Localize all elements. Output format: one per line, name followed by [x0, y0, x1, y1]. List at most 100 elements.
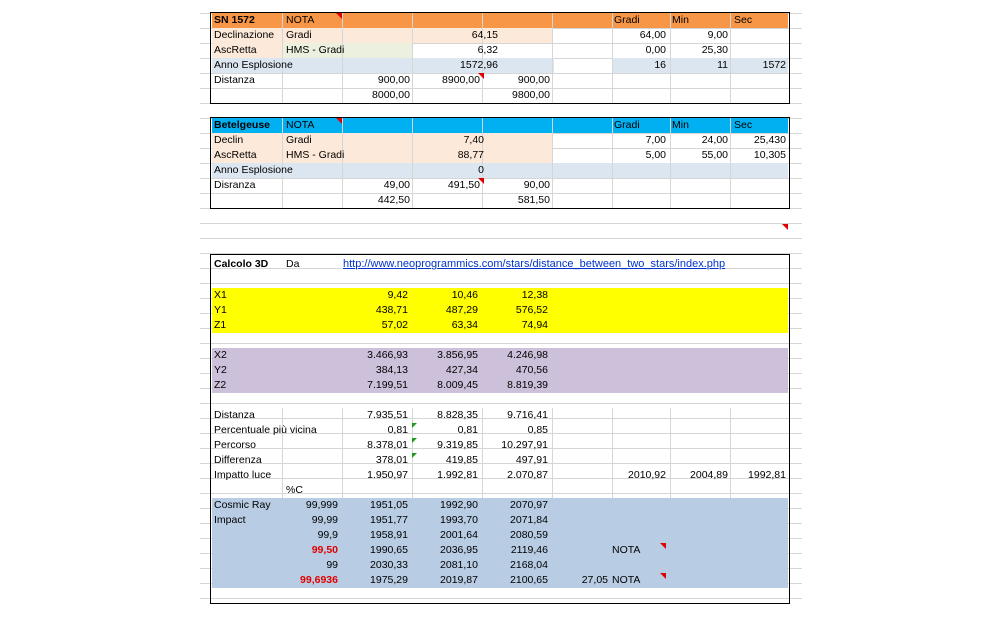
col-header-sec[interactable]: Sec	[734, 14, 753, 26]
coord-value[interactable]: 12,38	[521, 289, 548, 301]
row-label[interactable]: Declin	[214, 134, 244, 146]
result-value[interactable]: 2.070,87	[507, 469, 548, 481]
cosmic-label[interactable]: Cosmic Ray	[214, 499, 271, 511]
row-label[interactable]: AscRetta	[214, 44, 257, 56]
result-value[interactable]: 419,85	[445, 454, 478, 466]
row-label[interactable]: Anno Esplosione	[214, 59, 293, 71]
value-cell[interactable]: 900,00	[377, 74, 410, 86]
result-value[interactable]: 0,85	[527, 424, 548, 436]
row-label[interactable]: Distanza	[214, 74, 255, 86]
value-cell[interactable]: 0	[478, 164, 484, 176]
result-label[interactable]: Differenza	[214, 454, 262, 466]
row-label[interactable]: AscRetta	[214, 149, 257, 161]
coord-value[interactable]: 7.199,51	[367, 379, 408, 391]
value-cell[interactable]: 64,15	[471, 29, 498, 41]
gradi-cell[interactable]: 16	[654, 59, 666, 71]
comment-indicator-icon[interactable]	[478, 73, 484, 79]
percent-cell[interactable]: 99,50	[311, 544, 338, 556]
cosmic-value[interactable]: 2080,59	[510, 529, 548, 541]
result-extra[interactable]: 2004,89	[690, 469, 728, 481]
coord-value[interactable]: 57,02	[381, 319, 408, 331]
result-value[interactable]: 8.828,35	[437, 409, 478, 421]
cosmic-value[interactable]: 1951,05	[370, 499, 408, 511]
comment-indicator-icon[interactable]	[660, 573, 666, 579]
cosmic-value[interactable]: 2119,46	[510, 544, 548, 556]
result-label[interactable]: Percorso	[214, 439, 257, 451]
col-header-gradi[interactable]: Gradi	[614, 14, 640, 26]
result-value[interactable]: 9.716,41	[507, 409, 548, 421]
result-extra[interactable]: 2010,92	[628, 469, 666, 481]
result-value[interactable]: 10.297,91	[501, 439, 548, 451]
cosmic-value[interactable]: 1993,70	[440, 514, 478, 526]
da-label[interactable]: Da	[286, 258, 300, 270]
cosmic-value[interactable]: 2081,10	[440, 559, 478, 571]
gradi-cell[interactable]: 5,00	[645, 149, 666, 161]
result-value[interactable]: 0,81	[457, 424, 478, 436]
result-value[interactable]: 8.378,01	[367, 439, 408, 451]
coord-value[interactable]: 438,71	[375, 304, 408, 316]
cosmic-value[interactable]: 2100,65	[510, 574, 548, 586]
nota-label[interactable]: NOTA	[286, 119, 315, 131]
percent-cell[interactable]: 99,6936	[300, 574, 338, 586]
cosmic-value[interactable]: 1951,77	[370, 514, 408, 526]
cosmic-value[interactable]: 2019,87	[440, 574, 478, 586]
value-cell[interactable]: 900,00	[517, 74, 550, 86]
cosmic-value[interactable]: 2071,84	[510, 514, 548, 526]
result-value[interactable]: 497,91	[515, 454, 548, 466]
coord-value[interactable]: 8.819,39	[507, 379, 548, 391]
value-cell[interactable]: 6,32	[477, 44, 498, 56]
coord-value[interactable]: 427,34	[445, 364, 478, 376]
sec-cell[interactable]: 10,305	[753, 149, 786, 161]
value-cell[interactable]: 9800,00	[512, 89, 550, 101]
spreadsheet[interactable]: SN 1572 NOTA Gradi Min Sec Declinazione Gradi 6…	[200, 0, 802, 618]
comment-indicator-icon[interactable]	[782, 224, 788, 230]
col-header-min[interactable]: Min	[672, 14, 689, 26]
nota-label[interactable]: NOTA	[612, 574, 641, 586]
value-cell[interactable]: 491,50	[447, 179, 480, 191]
star-name[interactable]: Betelgeuse	[214, 119, 271, 131]
formula-warning-icon[interactable]	[412, 453, 417, 458]
col-header-gradi[interactable]: Gradi	[614, 119, 640, 131]
value-cell[interactable]: 8000,00	[372, 89, 410, 101]
comment-indicator-icon[interactable]	[478, 178, 484, 184]
coord-label[interactable]: Z2	[214, 379, 227, 391]
coord-value[interactable]: 384,13	[375, 364, 408, 376]
coord-label[interactable]: Z1	[214, 319, 227, 331]
row-unit[interactable]: HMS - Gradi	[286, 44, 345, 56]
section-title[interactable]: Calcolo 3D	[214, 258, 269, 270]
cosmic-value[interactable]: 2168,04	[510, 559, 548, 571]
coord-label[interactable]: X1	[214, 289, 227, 301]
row-label[interactable]: Declinazione	[214, 29, 275, 41]
value-cell[interactable]: 49,00	[383, 179, 410, 191]
coord-value[interactable]: 10,46	[451, 289, 478, 301]
percent-cell[interactable]: 99,9	[317, 529, 338, 541]
value-cell[interactable]: 7,40	[463, 134, 484, 146]
value-cell[interactable]: 581,50	[517, 194, 550, 206]
row-unit[interactable]: HMS - Gradi	[286, 149, 345, 161]
row-label[interactable]: Anno Esplosione	[214, 164, 293, 176]
source-link[interactable]: http://www.neoprogrammics.com/stars/dist…	[343, 258, 726, 270]
value-cell[interactable]: 442,50	[377, 194, 410, 206]
gradi-cell[interactable]: 7,00	[645, 134, 666, 146]
result-label[interactable]: Impatto luce	[214, 469, 272, 481]
coord-value[interactable]: 4.246,98	[507, 349, 548, 361]
sec-cell[interactable]: 1572	[762, 59, 786, 71]
result-extra[interactable]: 1992,81	[748, 469, 786, 481]
value-cell[interactable]: 90,00	[523, 179, 550, 191]
min-cell[interactable]: 55,00	[701, 149, 728, 161]
result-value[interactable]: 9.319,85	[437, 439, 478, 451]
gradi-cell[interactable]: 64,00	[639, 29, 666, 41]
cosmic-extra[interactable]: 27,05	[581, 574, 608, 586]
coord-value[interactable]: 63,34	[451, 319, 478, 331]
nota-label[interactable]: NOTA	[286, 14, 315, 26]
comment-indicator-icon[interactable]	[336, 118, 342, 124]
coord-label[interactable]: Y1	[214, 304, 227, 316]
result-value[interactable]: 0,81	[387, 424, 408, 436]
cosmic-value[interactable]: 1975,29	[370, 574, 408, 586]
cosmic-label[interactable]: Impact	[214, 514, 246, 526]
cosmic-value[interactable]: 1990,65	[370, 544, 408, 556]
result-value[interactable]: 7.935,51	[367, 409, 408, 421]
coord-value[interactable]: 74,94	[521, 319, 548, 331]
formula-warning-icon[interactable]	[412, 423, 417, 428]
row-label[interactable]: Disranza	[214, 179, 256, 191]
